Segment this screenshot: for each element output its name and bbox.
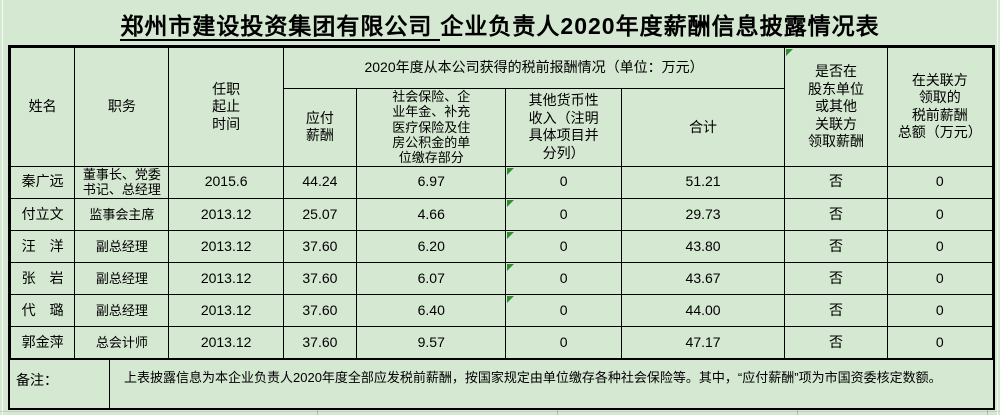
col-header-related-party-label: 是否在 股东单位 或其他 关联方 领取薪酬 xyxy=(807,63,864,150)
cell-term: 2013.12 xyxy=(168,325,284,359)
col-header-name: 姓名 xyxy=(9,47,76,167)
cell-payable: 37.60 xyxy=(282,229,358,263)
cell-insurance: 6.97 xyxy=(356,165,507,199)
note-text: 上表披露信息为本企业负责人2020年度全部应发税前薪酬，按国家规定由单位缴存各种… xyxy=(124,369,942,385)
cell-other-income: 0 xyxy=(505,325,622,359)
cell-position: 副总经理 xyxy=(74,293,170,327)
cell-related-amount: 0 xyxy=(886,197,994,231)
title-company-name: 郑州市建设投资集团有限公司 xyxy=(120,13,441,41)
error-triangle-icon xyxy=(507,167,515,175)
cell-insurance: 9.57 xyxy=(356,325,507,359)
cell-other-income: 0 xyxy=(505,197,622,231)
cell-payable: 25.07 xyxy=(282,197,358,231)
table-row: 付立文 监事会主席 2013.12 25.07 4.66 0 29.73 否 0 xyxy=(9,197,994,231)
cell-total: 44.00 xyxy=(620,293,786,327)
gridline-left xyxy=(2,0,3,415)
cell-related-party: 否 xyxy=(784,293,888,327)
table-row: 代 璐 副总经理 2013.12 37.60 6.40 0 44.00 否 0 xyxy=(9,293,994,327)
col-header-total: 合计 xyxy=(620,88,786,167)
cell-name: 秦广远 xyxy=(9,165,76,199)
col-header-2020-compensation-span: 2020年度从本公司获得的税前报酬情况（单位：万元） xyxy=(282,47,786,89)
cell-term: 2013.12 xyxy=(168,293,284,327)
cell-payable: 37.60 xyxy=(282,325,358,359)
gridline-tick xyxy=(317,408,318,415)
error-triangle-icon xyxy=(507,295,515,303)
cell-related-party: 否 xyxy=(784,197,888,231)
cell-insurance: 6.20 xyxy=(356,229,507,263)
col-header-related-party: 是否在 股东单位 或其他 关联方 领取薪酬 xyxy=(784,47,888,167)
cell-payable: 37.60 xyxy=(282,261,358,295)
cell-other-income-value: 0 xyxy=(559,237,568,254)
cell-other-income-value: 0 xyxy=(559,333,568,350)
cell-term: 2013.12 xyxy=(168,261,284,295)
col-header-other-income: 其他货币性 收入（注明 具体项目并 分列） xyxy=(505,88,622,167)
cell-name: 付立文 xyxy=(9,197,76,231)
cell-term: 2013.12 xyxy=(168,197,284,231)
gridline-tick xyxy=(987,408,988,415)
gridline-bottom xyxy=(0,411,1000,412)
cell-total: 43.67 xyxy=(620,261,786,295)
cell-payable: 37.60 xyxy=(282,293,358,327)
note-label: 备注： xyxy=(10,359,110,408)
cell-name: 郭金萍 xyxy=(9,325,76,359)
cell-related-party: 否 xyxy=(784,261,888,295)
col-header-insurance: 社会保险、企 业年金、补充 医疗保险及住 房公积金的单 位缴存部分 xyxy=(356,88,507,167)
table-row: 郭金萍 总会计师 2013.12 37.60 9.57 0 47.17 否 0 xyxy=(9,325,994,359)
title-subtitle: 企业负责人2020年度薪酬信息披露情况表 xyxy=(440,13,880,39)
cell-other-income-value: 0 xyxy=(559,173,568,190)
col-header-term: 任职 起止 时间 xyxy=(168,47,284,167)
table-row: 秦广远 董事长、党委书记、总经理 2015.6 44.24 6.97 0 51.… xyxy=(9,165,994,199)
error-triangle-icon xyxy=(507,263,515,271)
error-triangle-icon xyxy=(507,231,515,239)
cell-name: 汪 洋 xyxy=(9,229,76,263)
cell-other-income: 0 xyxy=(505,293,622,327)
cell-related-party: 否 xyxy=(784,165,888,199)
cell-other-income-value: 0 xyxy=(559,269,568,286)
cell-insurance: 6.07 xyxy=(356,261,507,295)
cell-insurance: 6.40 xyxy=(356,293,507,327)
cell-name: 张 岩 xyxy=(9,261,76,295)
cell-related-amount: 0 xyxy=(886,261,994,295)
cell-payable: 44.24 xyxy=(282,165,358,199)
col-header-related-amount: 在关联方 领取的 税前薪酬 总额（万元） xyxy=(886,47,994,167)
gridline-tick xyxy=(557,408,558,415)
cell-other-income: 0 xyxy=(505,229,622,263)
page-title: 郑州市建设投资集团有限公司 企业负责人2020年度薪酬信息披露情况表 xyxy=(0,7,1000,41)
error-triangle-icon xyxy=(786,49,794,56)
gridline-right xyxy=(997,0,998,415)
cell-other-income-value: 0 xyxy=(559,301,568,318)
cell-total: 43.80 xyxy=(620,229,786,263)
cell-position: 董事长、党委书记、总经理 xyxy=(74,165,170,199)
cell-position: 副总经理 xyxy=(74,229,170,263)
note-row: 备注： 上表披露信息为本企业负责人2020年度全部应发税前薪酬，按国家规定由单位… xyxy=(10,358,993,408)
cell-related-amount: 0 xyxy=(886,325,994,359)
cell-total: 47.17 xyxy=(620,325,786,359)
cell-total: 51.21 xyxy=(620,165,786,199)
cell-term: 2013.12 xyxy=(168,229,284,263)
cell-related-amount: 0 xyxy=(886,293,994,327)
cell-position: 监事会主席 xyxy=(74,197,170,231)
cell-related-party: 否 xyxy=(784,229,888,263)
cell-name: 代 璐 xyxy=(9,293,76,327)
cell-related-amount: 0 xyxy=(886,165,994,199)
error-triangle-icon xyxy=(507,199,515,207)
col-header-payable-salary: 应付 薪酬 xyxy=(282,88,358,167)
cell-other-income: 0 xyxy=(505,261,622,295)
col-header-position: 职务 xyxy=(74,47,170,167)
cell-other-income: 0 xyxy=(505,165,622,199)
salary-disclosure-table: 姓名 职务 任职 起止 时间 2020年度从本公司获得的税前报酬情况（单位：万元… xyxy=(8,45,995,410)
table-row: 汪 洋 副总经理 2013.12 37.60 6.20 0 43.80 否 0 xyxy=(9,229,994,263)
cell-term: 2015.6 xyxy=(168,165,284,199)
table-row: 张 岩 副总经理 2013.12 37.60 6.07 0 43.67 否 0 xyxy=(9,261,994,295)
cell-total: 29.73 xyxy=(620,197,786,231)
gridline-tick xyxy=(797,408,798,415)
cell-related-party: 否 xyxy=(784,325,888,359)
cell-position: 总会计师 xyxy=(74,325,170,359)
cell-related-amount: 0 xyxy=(886,229,994,263)
cell-other-income-value: 0 xyxy=(559,205,568,222)
cell-position: 副总经理 xyxy=(74,261,170,295)
cell-insurance: 4.66 xyxy=(356,197,507,231)
